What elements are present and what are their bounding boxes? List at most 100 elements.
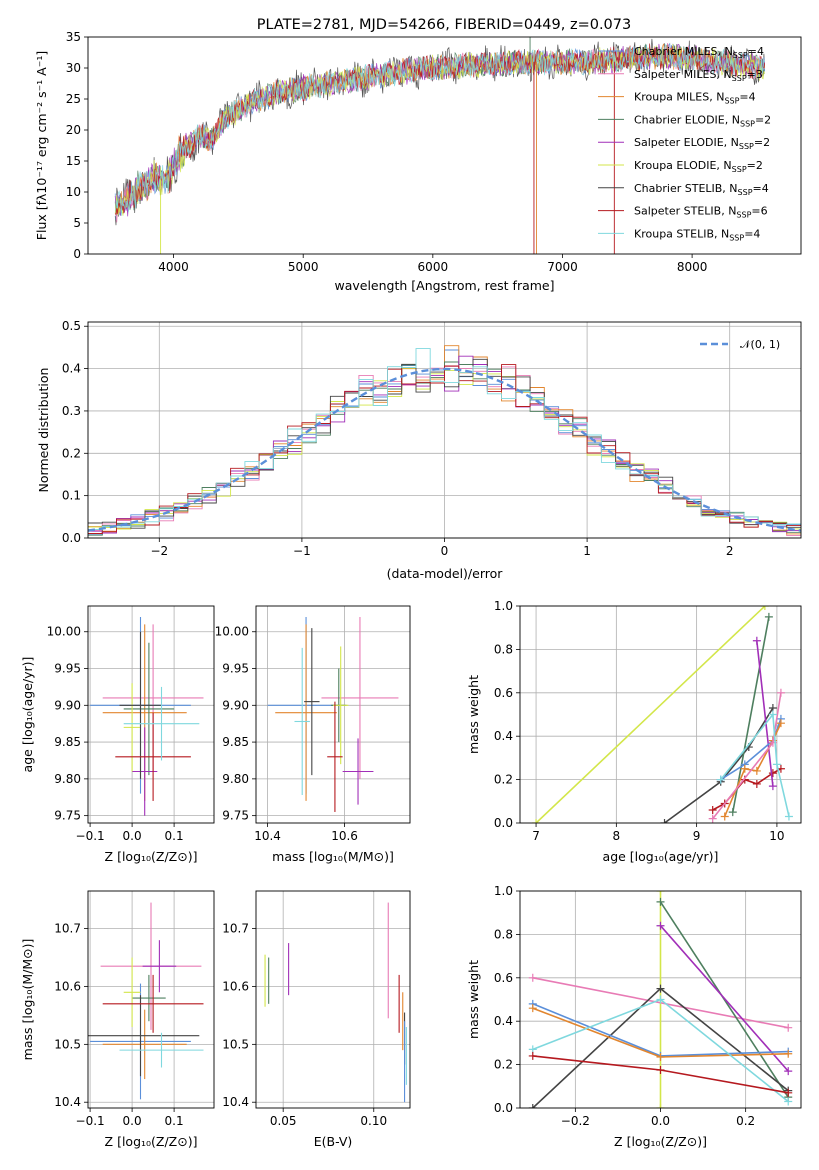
- panel-residuals: −2 −1 0 1 2 0.0 0.1 0.2 0.3 0.4 0.5 (data-model)/er…: [36, 319, 802, 581]
- x-tick-label: 1: [583, 544, 591, 558]
- y-tick-label: 0.5: [62, 319, 81, 333]
- plot-area: [532, 606, 793, 823]
- axes-frame: [519, 890, 802, 1109]
- x-tick-label: 10.6: [331, 829, 358, 843]
- x-tick-label: −0.1: [76, 829, 105, 843]
- x-axis-label: Z [log₁₀(Z/Z⊙)]: [614, 1134, 707, 1149]
- weight-marker: [768, 710, 777, 719]
- x-tick-label: 0.2: [736, 1114, 755, 1128]
- x-axis-label: Z [log₁₀(Z/Z⊙)]: [105, 1134, 198, 1149]
- y-tick-label: 20: [66, 123, 81, 137]
- x-tick-label: 7: [532, 829, 540, 843]
- axes-frame: [519, 605, 802, 824]
- plot-area: [264, 902, 407, 1103]
- y-tick-label: 9.85: [54, 735, 81, 749]
- y-tick-label: 0.2: [62, 446, 81, 460]
- legend-label: Salpeter STELIB, NSSP=6: [634, 205, 768, 220]
- y-tick-label: 1.0: [494, 599, 513, 613]
- weight-marker: [660, 819, 669, 823]
- x-tick-label: 8000: [677, 260, 708, 274]
- weight-marker: [752, 766, 761, 775]
- y-tick-label: 9.75: [54, 809, 81, 823]
- legend-value: =3: [747, 68, 763, 81]
- panel-mass-weight-vs-Z: −0.2 0.0 0.2 0.0 0.2 0.4 0.6 0.8 1.0 Z [log₁₀(Z/Z…: [466, 884, 802, 1149]
- x-tick-label: 10.4: [254, 829, 281, 843]
- legend-value: =4: [739, 91, 755, 104]
- axes-frame: [87, 890, 215, 1109]
- x-tick-label: −0.1: [76, 1114, 105, 1128]
- x-axis-label: (data-model)/error: [387, 566, 504, 581]
- weight-marker: [772, 760, 781, 769]
- plot-area: [88, 902, 204, 1100]
- errorbar-point-salpeter-elodie: [142, 940, 177, 993]
- spectrum-line-kroupa-elodie: [114, 44, 766, 216]
- legend: 𝒩(0, 1): [700, 338, 780, 351]
- weight-line-salpeter-elodie: [756, 640, 774, 787]
- panel-mass-vs-EBV: 0.05 0.10 10.4 10.5 10.6 10.7 E(B-V): [222, 890, 411, 1149]
- y-tick-label: 10.5: [54, 1037, 81, 1051]
- errorbar-point-chabrier-stelib: [119, 631, 162, 779]
- weight-marker: [528, 1104, 537, 1108]
- weight-marker: [656, 1053, 665, 1062]
- weight-marker: [740, 764, 749, 773]
- errorbar-point-salpeter-elodie: [342, 738, 374, 805]
- errorbar-point-kroupa-stelib: [123, 686, 200, 761]
- y-tick-label: 9.80: [222, 772, 249, 786]
- weight-line-chabrier-stelib: [664, 707, 774, 823]
- y-tick-label: 0.1: [62, 489, 81, 503]
- y-tick-label: 10.5: [222, 1037, 249, 1051]
- plot-area: [267, 617, 399, 812]
- spectrum-line-kroupa-stelib: [114, 44, 766, 216]
- weight-marker: [764, 612, 773, 621]
- weight-marker: [784, 1067, 793, 1076]
- legend-label: Salpeter MILES, NSSP=3: [634, 68, 763, 83]
- legend-label: Kroupa STELIB, NSSP=4: [634, 227, 760, 242]
- x-tick-label: 6000: [418, 260, 449, 274]
- y-axis-label: Normed distribution: [36, 368, 51, 493]
- plot-area: [114, 37, 766, 254]
- histogram-kroupa-stelib: [88, 348, 801, 530]
- weight-marker: [784, 812, 793, 821]
- x-tick-label: 9: [693, 829, 701, 843]
- y-tick-label: 10.00: [47, 625, 81, 639]
- y-tick-label: 35: [66, 30, 81, 44]
- normal-curve: [88, 367, 801, 532]
- y-tick-label: 0: [73, 247, 81, 261]
- axes-frame: [255, 890, 411, 1109]
- errorbar-point-kroupa-elodie: [123, 957, 141, 1027]
- y-tick-label: 0.6: [494, 971, 513, 985]
- x-axis-label: wavelength [Angstrom, rest frame]: [334, 278, 554, 293]
- y-tick-label: 9.85: [222, 735, 249, 749]
- weight-line-chabrier-elodie: [732, 616, 770, 813]
- legend-label: Chabrier STELIB, NSSP=4: [634, 182, 769, 197]
- y-tick-label: 10.4: [54, 1095, 81, 1109]
- plot-area: [88, 345, 801, 537]
- weight-line-salpeter-elodie: [659, 925, 789, 1072]
- weight-marker: [528, 973, 537, 982]
- errorbar-point-salpeter-stelib: [102, 974, 204, 1033]
- x-tick-label: 4000: [158, 260, 189, 274]
- errorbar-point-salpeter-stelib: [115, 712, 191, 801]
- y-tick-label: 9.75: [222, 809, 249, 823]
- y-tick-label: 0.0: [494, 1101, 513, 1115]
- x-axis-label: Z [log₁₀(Z/Z⊙)]: [105, 849, 198, 864]
- legend-value: =4: [753, 182, 769, 195]
- x-tick-label: 0: [441, 544, 449, 558]
- panel-mass-vs-Z: −0.1 0.0 0.1 10.4 10.5 10.6 10.7 Z [log₁₀(Z/Z⊙)…: [20, 890, 215, 1149]
- y-tick-label: 0.0: [62, 531, 81, 545]
- weight-marker: [708, 805, 717, 814]
- errorbar-point-kroupa-elodie: [333, 646, 349, 765]
- errorbar-point-chabrier-elodie: [132, 974, 166, 1022]
- errorbar-point-kroupa-miles: [102, 1009, 187, 1080]
- errorbar-point-kroupa-stelib: [119, 1032, 204, 1068]
- weight-marker: [656, 921, 665, 930]
- legend-value: =2: [754, 136, 770, 149]
- weight-marker: [760, 606, 769, 610]
- errorbar-point-kroupa-stelib: [294, 647, 310, 796]
- weight-marker: [656, 1104, 665, 1108]
- legend-label: Kroupa MILES, NSSP=4: [634, 91, 756, 106]
- y-tick-label: 0.4: [494, 729, 513, 743]
- legend-value: =2: [747, 159, 763, 172]
- panel-age-vs-Z: −0.1 0.0 0.1 9.75 9.80 9.85 9.90 9.95 10.00 Z [lo…: [20, 605, 215, 864]
